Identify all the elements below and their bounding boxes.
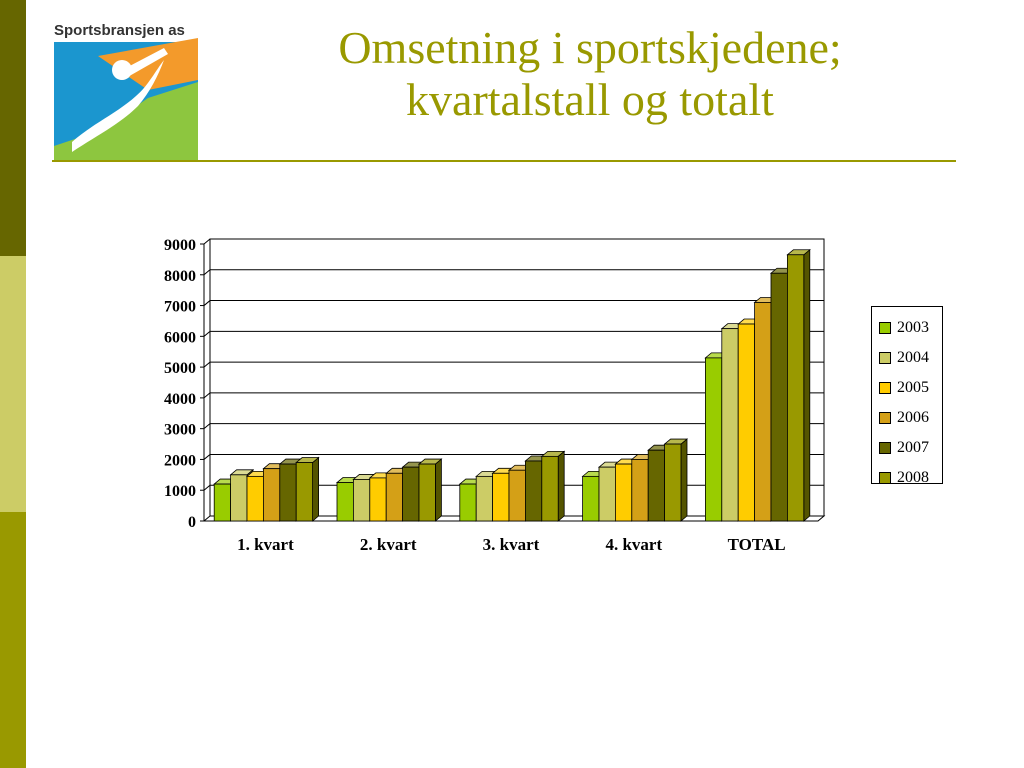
sportsbransjen-logo: Sportsbransjen as: [52, 18, 198, 162]
bar: [213, 483, 231, 522]
bar-side: [434, 458, 442, 522]
gridline: [203, 453, 824, 460]
legend-swatch: [879, 412, 891, 424]
legend-item: 2004: [872, 343, 942, 373]
bar: [631, 459, 649, 522]
bar: [475, 475, 494, 522]
x-category-label: 1. kvart: [237, 535, 294, 554]
legend-item: 2007: [872, 433, 942, 463]
legend-item: 2008: [872, 463, 942, 493]
legend-item: 2006: [872, 403, 942, 433]
y-tick-label: 5000: [164, 360, 196, 377]
legend-label: 2005: [897, 379, 929, 396]
gridline: [203, 392, 824, 399]
x-category-label: TOTAL: [728, 535, 786, 554]
gridline: [203, 238, 824, 245]
gridline: [203, 269, 824, 276]
legend-swatch: [879, 352, 891, 364]
legend-swatch: [879, 322, 891, 334]
bar: [262, 468, 281, 522]
bar: [737, 323, 756, 522]
bar: [770, 272, 788, 522]
y-tick-label: 9000: [164, 237, 196, 254]
gridline: [203, 361, 824, 368]
legend-item: 2003: [872, 313, 942, 343]
bar: [647, 449, 666, 522]
bar: [459, 483, 477, 522]
legend-swatch: [879, 472, 891, 484]
x-category-label: 4. kvart: [605, 535, 662, 554]
y-tick-label: 7000: [164, 299, 196, 316]
legend-label: 2008: [897, 469, 929, 486]
bar: [336, 482, 354, 522]
bar: [246, 475, 264, 522]
stripe-middle: [0, 256, 26, 512]
bar: [664, 443, 682, 522]
bar: [525, 460, 543, 522]
y-tick-label: 8000: [164, 268, 196, 285]
bar: [582, 475, 600, 522]
bar: [705, 357, 723, 522]
bar: [295, 462, 314, 522]
bar: [492, 472, 510, 522]
title-line-1: Omsetning i sportskjedene;: [338, 22, 842, 73]
bar: [508, 469, 526, 522]
legend-item: 2005: [872, 373, 942, 403]
bar: [279, 463, 297, 522]
stripe-bottom: [0, 512, 26, 768]
y-tick-label: 1000: [164, 483, 196, 500]
gridline: [203, 423, 824, 430]
chart-legend: 2003 2004 2005 2006 2007 2008: [871, 306, 943, 486]
legend-swatch: [879, 442, 891, 454]
logo-wordmark: Sportsbransjen as: [54, 22, 185, 39]
slide-title: Omsetning i sportskjedene; kvartalstall …: [240, 22, 940, 126]
legend-swatch: [879, 382, 891, 394]
gridline: [203, 300, 824, 306]
title-line-2: kvartalstall og totalt: [406, 74, 774, 125]
bar: [402, 466, 420, 522]
bar: [598, 466, 616, 522]
legend-label: 2004: [897, 349, 929, 366]
bar: [418, 463, 436, 522]
bar: [385, 472, 404, 522]
legend-label: 2007: [897, 439, 929, 456]
bar: [615, 463, 633, 522]
gridline: [203, 330, 824, 337]
bar: [754, 302, 772, 522]
bar: [352, 479, 371, 522]
x-category-label: 2. kvart: [360, 535, 417, 554]
bar: [721, 328, 739, 522]
bar: [369, 477, 387, 522]
bar: [541, 455, 559, 522]
bar-side: [312, 456, 320, 522]
bar-side: [680, 438, 688, 522]
y-tick-label: 3000: [164, 422, 196, 439]
x-category-label: 3. kvart: [483, 535, 540, 554]
y-tick-label: 6000: [164, 329, 196, 346]
title-divider: [52, 160, 956, 162]
y-tick-label: 0: [188, 514, 196, 531]
legend-label: 2003: [897, 319, 929, 336]
bar: [787, 254, 805, 522]
y-tick-label: 4000: [164, 391, 196, 408]
bar-side: [803, 248, 811, 522]
bar-side: [557, 450, 565, 522]
legend-label: 2006: [897, 409, 929, 426]
bar: [230, 474, 248, 522]
y-tick-label: 2000: [164, 452, 196, 469]
stripe-top: [0, 0, 26, 256]
